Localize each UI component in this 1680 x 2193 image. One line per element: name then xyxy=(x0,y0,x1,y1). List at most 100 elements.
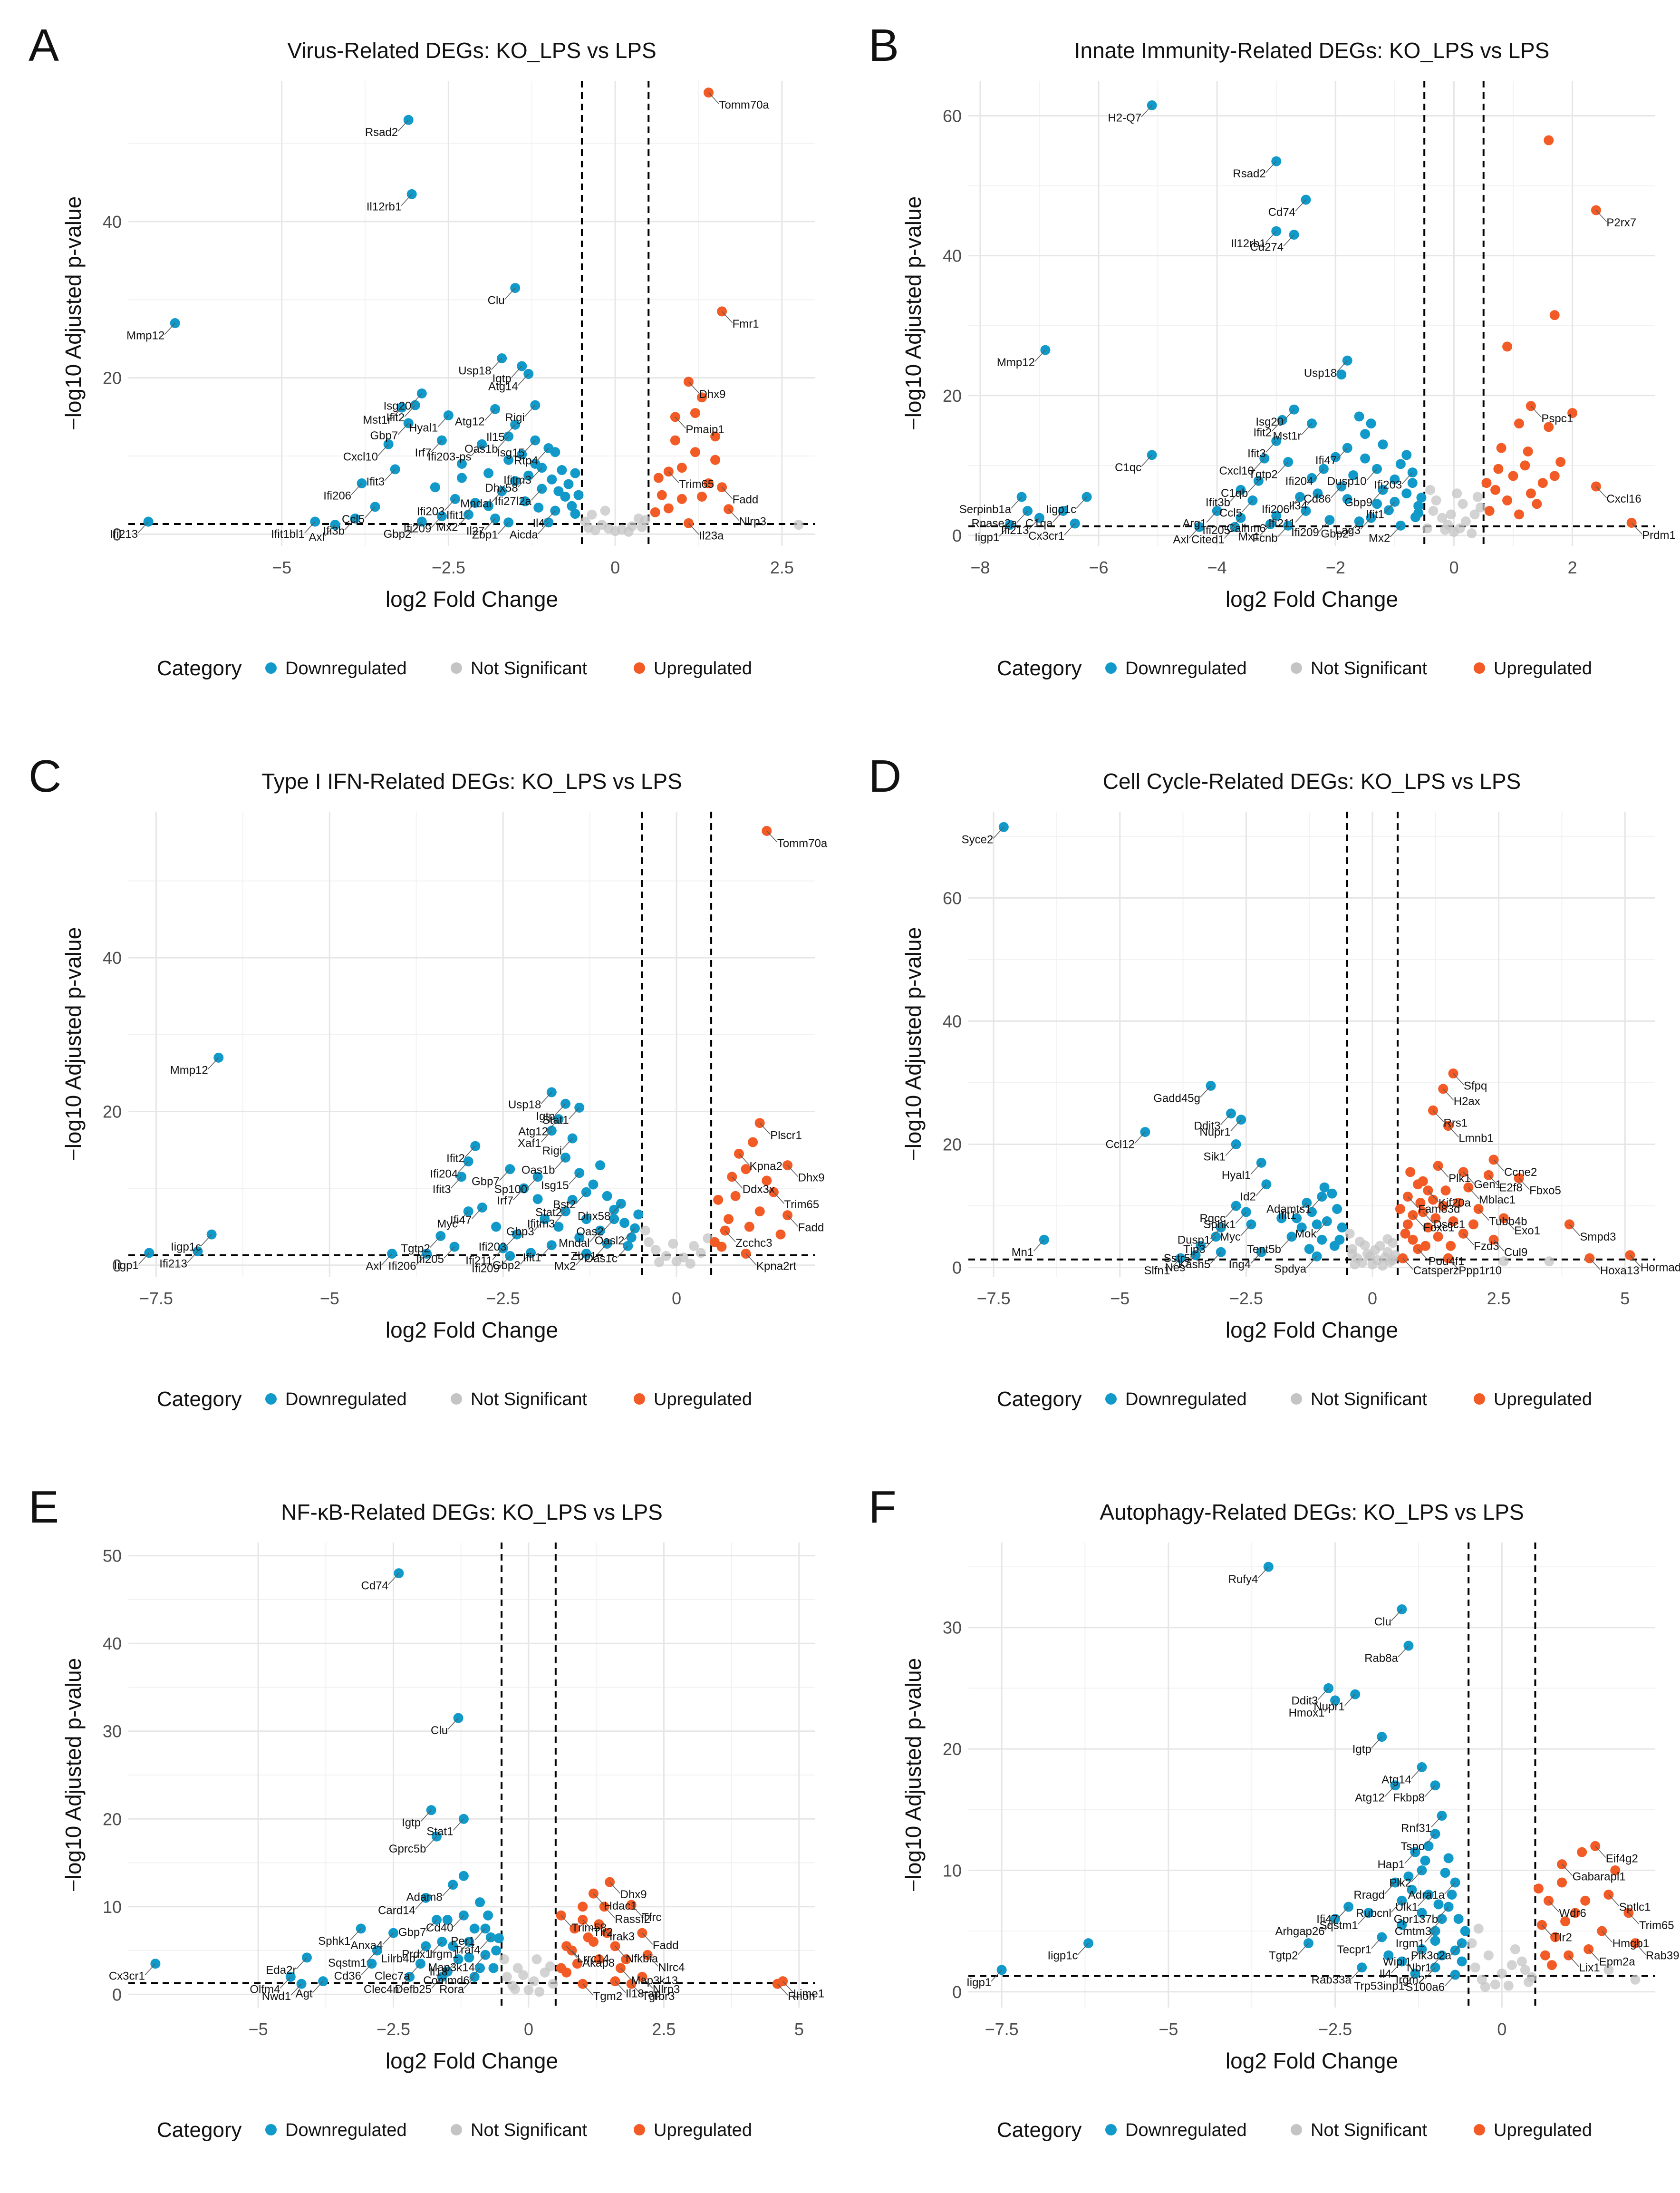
gene-label: Cd74 xyxy=(361,1580,388,1592)
label-leader-line xyxy=(688,381,699,394)
gene-label: Fzd3 xyxy=(1474,1240,1499,1252)
point-not-significant xyxy=(640,515,650,525)
label-leader-line xyxy=(416,1253,427,1266)
label-leader-line xyxy=(444,1246,455,1259)
point-not-significant xyxy=(499,1954,510,1965)
x-tick-label: −4 xyxy=(1207,558,1227,577)
volcano-plot-b: −8 −6 −4 −2 0 20204060Iigp1Serpinb1aRnase2aIf… xyxy=(869,20,1676,680)
gene-label: Il18 xyxy=(429,1966,448,1979)
legend-label: Upregulated xyxy=(654,1389,752,1409)
gene-label: Kash5 xyxy=(1178,1258,1210,1271)
label-leader-line xyxy=(1438,1906,1449,1919)
label-leader-line xyxy=(991,1970,1002,1982)
label-leader-line xyxy=(688,523,699,535)
gene-label: Cd274 xyxy=(1250,241,1284,254)
gene-label: Clec4n xyxy=(364,1983,399,1996)
gene-label: Sptlc1 xyxy=(1619,1901,1651,1914)
point-upregulated xyxy=(690,408,700,418)
label-leader-line xyxy=(499,1255,511,1268)
gene-label: Ddx3x xyxy=(743,1183,775,1196)
gene-label: Oas1b xyxy=(521,1164,555,1176)
label-leader-line xyxy=(1424,1967,1436,1980)
gene-label: Il15 xyxy=(486,431,505,444)
gene-label: Irf7 xyxy=(415,446,432,459)
label-leader-line xyxy=(738,1153,750,1165)
label-leader-line xyxy=(1265,515,1277,528)
grid xyxy=(968,1543,1655,2008)
gene-label: Ifi209 xyxy=(404,523,432,535)
gene-label: Adam8 xyxy=(406,1891,443,1904)
label-leader-line xyxy=(561,1138,573,1150)
legend-swatch xyxy=(634,1393,645,1405)
label-leader-line xyxy=(1407,1196,1419,1209)
gene-label: Ifit1 xyxy=(446,509,465,522)
point-upregulated xyxy=(1415,1198,1426,1208)
y-axis-label: −log10 Adjusted p-value xyxy=(61,927,86,1161)
label-leader-line xyxy=(554,1103,566,1116)
point-not-significant xyxy=(654,1257,665,1267)
point-not-significant xyxy=(1467,1938,1477,1949)
gene-label: Mndal xyxy=(559,1237,589,1250)
label-leader-line xyxy=(1568,1955,1580,1967)
gene-label: Rsad2 xyxy=(365,126,398,139)
legend-label: Downregulated xyxy=(285,2120,407,2140)
label-leader-line xyxy=(1358,1912,1369,1925)
point-downregulated xyxy=(588,1179,599,1190)
label-leader-line xyxy=(1259,524,1271,536)
gene-label: Pmaip1 xyxy=(686,423,724,436)
label-leader-line xyxy=(1351,1967,1362,1980)
point-downregulated xyxy=(456,473,467,483)
gene-label: Gpr137b xyxy=(1394,1913,1438,1926)
point-downregulated xyxy=(491,1222,502,1232)
label-leader-line xyxy=(1548,1900,1560,1912)
label-leader-line xyxy=(1468,1187,1479,1199)
x-tick-label: 0 xyxy=(610,558,620,577)
gene-label: Ifi3b xyxy=(323,524,345,537)
gene-label: Nupr1 xyxy=(1199,1126,1230,1139)
gene-label: Il34 xyxy=(1289,500,1307,513)
gene-label: Kpna2 xyxy=(749,1160,782,1173)
gene-label: Usp18 xyxy=(458,365,491,378)
point-upregulated xyxy=(713,1194,724,1205)
point-upregulated xyxy=(1550,1932,1561,1942)
point-upregulated xyxy=(1440,1185,1451,1196)
label-leader-line xyxy=(1463,1233,1474,1245)
point-downregulated xyxy=(1354,411,1364,422)
gene-label: Gabarapl1 xyxy=(1573,1871,1626,1883)
gene-label: Usp18 xyxy=(1304,367,1337,379)
point-upregulated xyxy=(762,1175,772,1186)
x-tick-label: −7.5 xyxy=(977,1289,1011,1308)
label-leader-line xyxy=(1589,1258,1601,1270)
gene-label: Tspo xyxy=(1400,1840,1425,1853)
x-tick-label: −2.5 xyxy=(1229,1289,1263,1308)
y-axis-label: −log10 Adjusted p-value xyxy=(901,1658,926,1892)
gene-label: Exo1 xyxy=(1514,1224,1540,1237)
gene-label: Irgm1 xyxy=(429,1948,458,1961)
point-downregulated xyxy=(1417,1908,1427,1918)
gene-label: Lmnb1 xyxy=(1458,1132,1493,1145)
label-leader-line xyxy=(999,524,1010,537)
point-not-significant xyxy=(661,1251,671,1261)
gene-label: Calhm6 xyxy=(1226,522,1266,535)
label-leader-line xyxy=(1206,510,1217,523)
gene-label: Ifit3b xyxy=(1206,496,1230,509)
label-leader-line xyxy=(1296,1203,1307,1215)
point-upregulated xyxy=(1577,1847,1587,1857)
label-leader-line xyxy=(541,1130,552,1143)
x-tick-label: −2.5 xyxy=(432,558,465,577)
data-points xyxy=(143,87,804,537)
gene-label: Mok xyxy=(1295,1227,1317,1240)
point-not-significant xyxy=(1460,516,1471,527)
point-not-significant xyxy=(1467,528,1477,539)
label-leader-line xyxy=(484,408,496,421)
label-leader-line xyxy=(469,1968,481,1980)
label-leader-line xyxy=(1518,1178,1530,1190)
point-upregulated xyxy=(1610,1865,1621,1875)
point-upregulated xyxy=(1502,495,1513,505)
gene-label: Ddit3 xyxy=(1292,1694,1318,1707)
x-tick-label: −7.5 xyxy=(139,1289,173,1308)
point-not-significant xyxy=(600,505,610,516)
y-tick-label: 0 xyxy=(952,1982,962,2002)
gene-label: Xaf1 xyxy=(518,1137,541,1150)
gene-label: Iigp1c xyxy=(171,1241,201,1253)
